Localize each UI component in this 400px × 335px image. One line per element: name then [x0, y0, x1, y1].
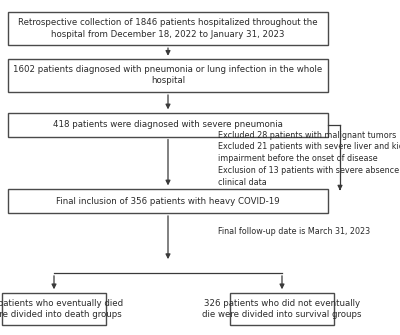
Text: 326 patients who did not eventually
die were divided into survival groups: 326 patients who did not eventually die …	[202, 299, 362, 319]
FancyBboxPatch shape	[2, 293, 106, 325]
FancyBboxPatch shape	[8, 12, 328, 45]
Text: 418 patients were diagnosed with severe pneumonia: 418 patients were diagnosed with severe …	[53, 120, 283, 129]
FancyBboxPatch shape	[230, 293, 334, 325]
Text: 1602 patients diagnosed with pneumonia or lung infection in the whole
hospital: 1602 patients diagnosed with pneumonia o…	[13, 65, 323, 85]
Text: Excluded 28 patients with malignant tumors
Excluded 21 patients with severe live: Excluded 28 patients with malignant tumo…	[218, 131, 400, 187]
Text: Retrospective collection of 1846 patients hospitalized throughout the
hospital f: Retrospective collection of 1846 patient…	[18, 18, 318, 39]
Text: Final follow-up date is March 31, 2023: Final follow-up date is March 31, 2023	[218, 227, 370, 236]
FancyBboxPatch shape	[8, 59, 328, 92]
Text: Final inclusion of 356 patients with heavy COVID-19: Final inclusion of 356 patients with hea…	[56, 197, 280, 205]
FancyBboxPatch shape	[8, 189, 328, 213]
FancyBboxPatch shape	[8, 113, 328, 137]
Text: 30 patients who eventually died
were divided into death groups: 30 patients who eventually died were div…	[0, 299, 124, 319]
